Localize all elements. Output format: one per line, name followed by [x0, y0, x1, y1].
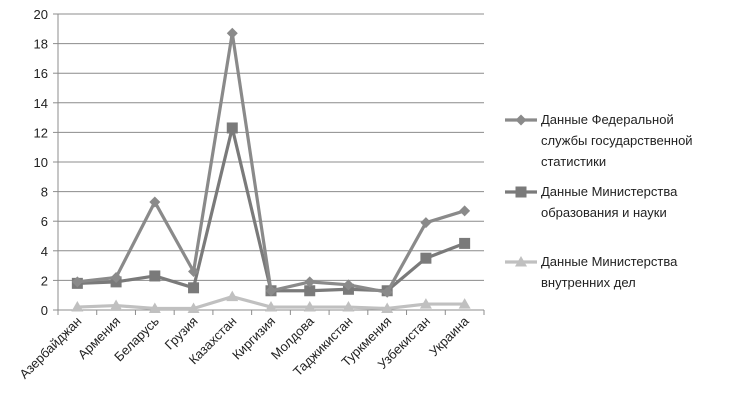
data-point [381, 286, 393, 298]
legend-item-2: Данные Министерства образования и науки [505, 184, 678, 220]
y-tick-label: 16 [34, 66, 48, 81]
y-tick-label: 6 [41, 214, 48, 229]
legend-marker [515, 256, 527, 267]
series-1 [71, 27, 471, 298]
series-line [77, 31, 466, 294]
legend-item-1: Данные Федеральной службы государственной… [505, 112, 693, 169]
data-point [459, 237, 471, 249]
y-tick-label: 10 [34, 155, 48, 170]
y-tick-label: 8 [41, 185, 48, 200]
data-point [265, 301, 277, 312]
y-tick-label: 0 [41, 303, 48, 318]
y-tick-label: 2 [41, 273, 48, 288]
legend-marker [515, 114, 527, 126]
data-point [304, 285, 316, 297]
legend-label: Данные Министерства [541, 184, 678, 199]
data-point [71, 276, 83, 288]
data-point [110, 271, 122, 283]
series-3 [71, 290, 471, 314]
series-2 [71, 122, 471, 297]
series-group [71, 27, 471, 314]
data-point [420, 217, 432, 229]
series-line [77, 126, 466, 293]
data-point [71, 301, 84, 312]
legend-label: Данные Федеральной [541, 112, 674, 127]
y-axis-ticks: 0 2 4 6 8 10 12 14 16 18 20 [34, 7, 58, 318]
y-tick-label: 4 [41, 244, 48, 259]
data-point [342, 301, 355, 312]
legend-label: статистики [541, 154, 606, 169]
data-point [381, 302, 394, 314]
data-point [342, 279, 354, 291]
data-point [226, 290, 239, 302]
y-tick-label: 14 [34, 96, 48, 111]
data-point [226, 122, 238, 134]
legend-label: образования и науки [541, 205, 667, 220]
legend-marker [515, 186, 527, 198]
data-point [148, 302, 161, 314]
data-point [187, 302, 200, 314]
legend-label: Данные Министерства [541, 254, 678, 269]
legend-label: службы государственной [541, 133, 693, 148]
data-point [303, 301, 316, 312]
data-point [149, 270, 161, 282]
data-point [419, 298, 432, 309]
y-tick-label: 20 [34, 7, 48, 22]
data-point [188, 266, 200, 278]
y-tick-label: 12 [34, 125, 48, 140]
gridlines [58, 13, 484, 281]
data-point [110, 299, 123, 311]
x-tick-label: Украина [426, 313, 472, 359]
legend-label: внутренних дел [541, 275, 636, 290]
y-tick-label: 18 [34, 37, 48, 52]
data-point [226, 27, 238, 39]
data-point [459, 205, 471, 217]
data-point [265, 285, 277, 297]
data-point [188, 282, 200, 294]
legend-item-3: Данные Министерства внутренних дел [505, 254, 678, 290]
data-point [304, 276, 316, 288]
legend: Данные Федеральной службы государственной… [505, 112, 693, 290]
data-point [420, 252, 432, 264]
data-point [149, 196, 161, 208]
x-tick-label: Азербайджан [16, 314, 84, 382]
data-point [458, 298, 471, 309]
